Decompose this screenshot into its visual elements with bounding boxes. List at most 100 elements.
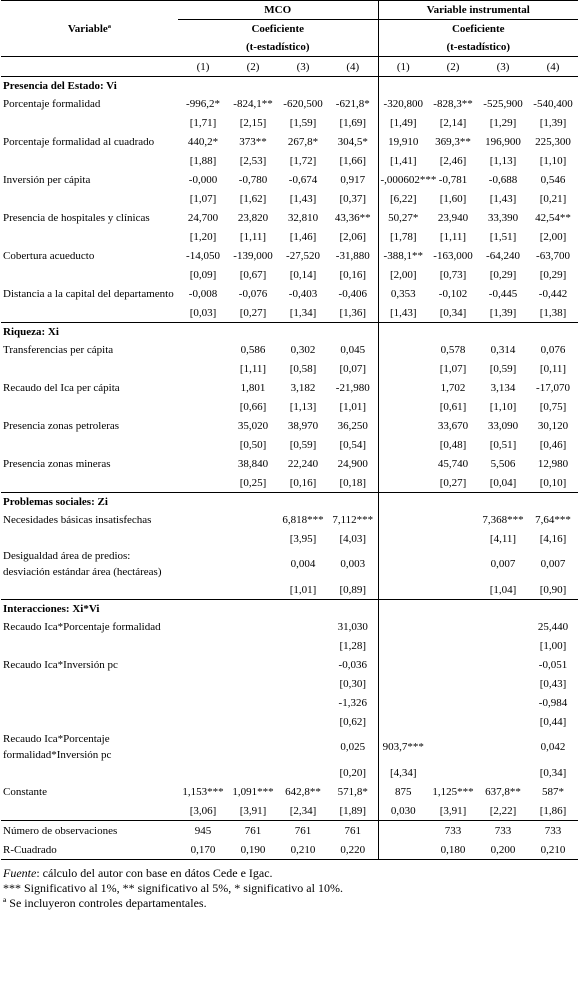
value-cell	[377, 378, 428, 397]
value-cell: [0,51]	[489, 438, 517, 451]
value-cell	[377, 435, 428, 454]
coef-row: Necesidades básicas insatisfechas 6,818**…	[1, 510, 578, 529]
blank-cell	[428, 492, 478, 510]
value-cell: 0,314	[490, 343, 516, 356]
value-cell: [0,14]	[289, 268, 317, 281]
value-cell: [1,07]	[439, 362, 467, 375]
value-cell	[377, 712, 428, 731]
value-cell: [0,59]	[289, 438, 317, 451]
row-label	[1, 693, 178, 712]
value-cell: [1,60]	[439, 192, 467, 205]
value-cell: [0,89]	[339, 583, 367, 596]
value-cell: [0,34]	[539, 766, 567, 779]
value-cell	[478, 636, 528, 655]
blank-cell	[1, 763, 178, 782]
blank-cell	[178, 599, 228, 617]
blank-cell	[228, 76, 278, 94]
value-cell: 5,506	[490, 457, 516, 470]
header-row: (t-estadístico) (t-estadístico)	[1, 38, 578, 57]
value-cell	[428, 617, 478, 636]
value-cell: 0,030	[377, 801, 428, 821]
value-cell: 0,004	[290, 558, 316, 570]
value-cell: 50,27*	[377, 208, 428, 227]
blank-cell	[328, 322, 378, 340]
row-label: Porcentaje formalidad	[3, 97, 101, 110]
value-cell: [1,43]	[289, 192, 317, 205]
t-row: [1,88] [2,53] [1,72] [1,66] [1,41] [2,46] [1,1…	[1, 151, 578, 170]
value-cell	[278, 655, 328, 674]
coef-row: Porcentaje formalidad -996,2* -824,1** -620…	[1, 94, 578, 113]
value-cell: [2,34]	[289, 804, 317, 817]
t-row: [1,07] [1,62] [1,43] [0,37] [6,22] [1,60] [1,4…	[1, 189, 578, 208]
value-cell	[178, 731, 228, 763]
value-cell: [0,20]	[339, 766, 367, 779]
value-cell	[428, 674, 478, 693]
value-cell	[428, 655, 478, 674]
value-cell: [2,14]	[439, 116, 467, 129]
value-cell: 196,900	[485, 135, 521, 148]
row-label: Presencia zonas mineras	[3, 457, 111, 470]
group-subtitle: (t-estadístico)	[377, 38, 578, 57]
value-cell: [3,95]	[289, 532, 317, 545]
t-row: [3,06] [3,91] [2,34] [1,89] 0,030 [3,91] [2,22…	[1, 801, 578, 821]
row-label: Porcentaje formalidad al cuadrado	[3, 135, 155, 148]
header-row: Coeficiente Coeficiente	[1, 19, 578, 38]
value-cell	[428, 580, 478, 600]
section-title: Riqueza: Xi	[1, 322, 178, 340]
value-cell: [0,18]	[339, 476, 367, 489]
value-cell: 0,200	[478, 840, 528, 860]
value-cell: [0,67]	[239, 268, 267, 281]
blank-cell	[528, 599, 578, 617]
value-cell	[228, 510, 278, 529]
value-cell: [1,59]	[289, 116, 317, 129]
value-cell: -0,051	[538, 658, 568, 671]
value-cell	[428, 763, 478, 782]
value-cell: [1,78]	[377, 227, 428, 246]
value-cell: 571,8*	[337, 785, 368, 798]
value-cell	[178, 763, 228, 782]
value-cell	[278, 674, 328, 693]
value-cell	[178, 617, 228, 636]
value-cell: [1,10]	[489, 400, 517, 413]
value-cell: [4,03]	[339, 532, 367, 545]
value-cell: [0,66]	[239, 400, 267, 413]
value-cell	[478, 693, 528, 712]
value-cell	[377, 617, 428, 636]
group-subtitle: (t-estadístico)	[178, 38, 378, 57]
column-number: (3)	[278, 56, 328, 77]
value-cell: 0,025	[340, 741, 366, 753]
blank-cell	[377, 322, 428, 340]
coef-row: Constante 1,153*** 1,091*** 642,8** 571,8* 87…	[1, 782, 578, 801]
controls-note: ª Se incluyeron controles departamentale…	[3, 896, 207, 910]
value-cell	[377, 397, 428, 416]
blank-cell	[228, 322, 278, 340]
value-cell: [1,39]	[539, 116, 567, 129]
value-cell	[377, 580, 428, 600]
value-cell: [1,43]	[377, 303, 428, 323]
value-cell: 45,740	[437, 457, 469, 470]
value-cell	[278, 712, 328, 731]
value-cell: 875	[377, 782, 428, 801]
value-cell: [0,43]	[539, 677, 567, 690]
value-cell	[377, 510, 428, 529]
blank-cell	[178, 322, 228, 340]
value-cell: [0,27]	[439, 476, 467, 489]
value-cell: [0,10]	[539, 476, 567, 489]
value-cell: 33,390	[487, 211, 519, 224]
value-cell: [1,13]	[489, 154, 517, 167]
value-cell: -0,036	[338, 658, 367, 671]
source-text: : cálculo del autor con base en dátos Ce…	[36, 866, 273, 880]
value-cell: [1,04]	[489, 583, 517, 596]
coef-row: Cobertura acueducto -14,050 -139,000 -27,52…	[1, 246, 578, 265]
t-row: [0,25] [0,16] [0,18] [0,27] [0,04] [0,10]	[1, 473, 578, 493]
value-cell: [0,27]	[239, 306, 267, 319]
value-cell: [0,54]	[339, 438, 367, 451]
row-label: Presencia de hospitales y clínicas	[3, 211, 150, 224]
value-cell: -31,880	[335, 249, 370, 262]
value-cell: -525,900	[483, 97, 523, 110]
value-cell: [0,75]	[539, 400, 567, 413]
coef-row: Presencia zonas petroleras 35,020 38,970 36…	[1, 416, 578, 435]
value-cell: -0,674	[288, 173, 318, 186]
value-cell	[377, 340, 428, 359]
t-row: [1,11] [0,58] [0,07] [1,07] [0,59] [0,11]	[1, 359, 578, 378]
